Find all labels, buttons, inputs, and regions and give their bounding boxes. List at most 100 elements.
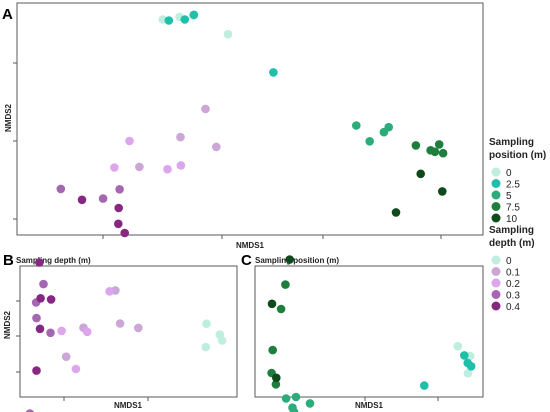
legend-swatch <box>491 290 501 299</box>
data-point <box>391 208 401 217</box>
data-point <box>180 15 190 24</box>
legend-label: 0.4 <box>506 302 520 313</box>
data-point <box>120 228 129 238</box>
data-point <box>434 140 444 149</box>
legend-title: position (m) <box>489 150 546 161</box>
data-point <box>114 219 123 229</box>
data-point <box>201 104 210 114</box>
panel-b-letter: B <box>3 252 14 269</box>
data-point <box>134 323 143 333</box>
data-point <box>176 161 186 170</box>
panel-b-y-axis-title: NMDS2 <box>3 310 12 339</box>
data-point <box>223 29 233 39</box>
data-point <box>352 121 361 130</box>
panel-b-x-axis-title: NMDS1 <box>114 401 143 410</box>
data-point <box>82 327 92 337</box>
data-point <box>125 136 134 146</box>
legend-label: 0.3 <box>506 291 520 302</box>
data-point <box>289 407 299 412</box>
data-point <box>35 324 45 334</box>
data-point <box>460 351 469 360</box>
panel-c-frame <box>254 265 484 398</box>
legend-title: depth (m) <box>489 238 535 249</box>
data-point <box>71 364 81 374</box>
data-point <box>201 342 211 352</box>
data-point <box>25 409 34 412</box>
legend-title: Sampling <box>489 225 534 236</box>
data-point <box>115 319 125 328</box>
panel-a: A NMDS1 NMDS2 <box>2 2 484 250</box>
legend-swatch <box>491 255 501 265</box>
data-point <box>411 141 421 150</box>
data-point <box>57 326 66 336</box>
data-point <box>110 163 119 172</box>
data-point <box>453 341 463 351</box>
data-point <box>135 162 144 172</box>
data-point <box>269 68 278 77</box>
data-point <box>438 148 448 158</box>
data-point <box>98 194 108 203</box>
data-point <box>176 132 185 142</box>
panel-c: C Sampling position (m) NMDS1 <box>241 252 484 412</box>
panel-c-subtitle: Sampling position (m) <box>255 256 339 265</box>
panel-a-x-axis-title: NMDS1 <box>236 241 265 250</box>
panel-b-points <box>25 258 227 412</box>
data-point <box>281 280 290 289</box>
data-point <box>46 295 56 304</box>
legend-label: 7.5 <box>506 203 520 214</box>
legend-title: Sampling <box>489 137 534 148</box>
panel-b-frame <box>19 265 238 398</box>
legend-swatch <box>491 190 501 200</box>
panel-a-frame <box>16 2 484 236</box>
data-point <box>115 185 124 194</box>
data-point <box>164 16 174 25</box>
data-point <box>416 169 426 179</box>
data-point <box>202 319 211 329</box>
legend-label: 0.1 <box>506 268 520 279</box>
data-point <box>114 203 123 213</box>
data-point <box>32 313 41 323</box>
panel-c-x-axis-title: NMDS1 <box>355 401 384 410</box>
legend-swatch <box>491 267 501 276</box>
panel-b: B Sampling depth (m) NMDS1 NMDS2 <box>3 252 238 412</box>
data-point <box>56 184 66 194</box>
data-point <box>420 381 429 390</box>
legend-label: 2.5 <box>506 180 520 191</box>
legend-swatch <box>491 202 501 211</box>
panel-c-letter: C <box>241 252 252 269</box>
data-point <box>36 294 45 303</box>
data-point <box>291 392 301 402</box>
data-point <box>281 394 291 403</box>
panel-a-points <box>56 10 448 238</box>
data-point <box>212 142 221 152</box>
legend-label: 0 <box>506 168 512 179</box>
legend-swatch <box>491 167 501 177</box>
data-point <box>35 258 44 267</box>
data-point <box>32 366 41 375</box>
data-point <box>463 369 473 378</box>
data-point <box>271 380 281 389</box>
data-point <box>466 362 476 371</box>
legend-swatch <box>491 278 501 288</box>
data-point <box>46 328 55 338</box>
data-point <box>276 304 286 314</box>
data-point <box>430 147 440 157</box>
legend-label: 0 <box>506 256 512 267</box>
data-point <box>365 137 375 146</box>
panel-a-letter: A <box>2 6 13 23</box>
data-point <box>285 255 295 264</box>
panel-b-subtitle: Sampling depth (m) <box>16 256 91 265</box>
legend-swatch <box>491 301 501 311</box>
data-point <box>272 373 281 383</box>
legend-label: 5 <box>506 191 512 202</box>
legend-label: 10 <box>506 214 518 225</box>
legend-label: 0.2 <box>506 279 520 290</box>
data-point <box>189 10 199 20</box>
panel-a-y-axis-title: NMDS2 <box>4 103 13 132</box>
legend-swatch <box>491 179 501 188</box>
data-point <box>268 345 278 355</box>
data-point <box>438 187 447 196</box>
legend-swatch <box>491 213 501 223</box>
data-point <box>77 195 87 205</box>
